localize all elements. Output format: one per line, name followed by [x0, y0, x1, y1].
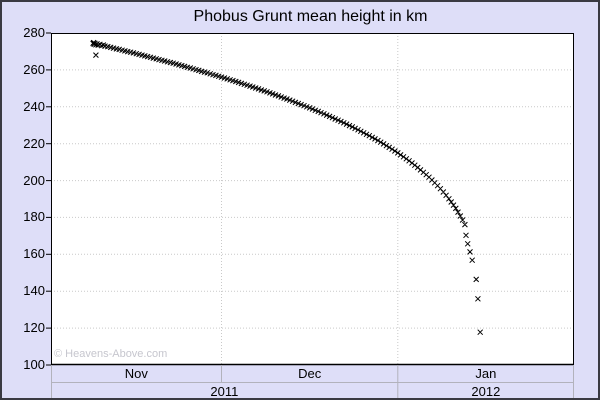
y-tick-label: 100	[23, 357, 45, 372]
x-axis-month-jan: Jan	[475, 366, 497, 381]
y-tick-label: 220	[23, 135, 45, 151]
x-axis-month-nov: Nov	[124, 366, 148, 381]
y-tick-label: 120	[23, 320, 45, 336]
page-title: Phobus Grunt mean height in km	[193, 8, 428, 25]
y-tick-label: 240	[23, 98, 45, 114]
y-tick-label: 200	[23, 172, 45, 188]
y-tick-label: 280	[23, 25, 45, 40]
watermark: © Heavens-Above.com	[54, 348, 168, 360]
x-axis-year-2011: 2011	[210, 384, 239, 399]
y-tick-label: 140	[23, 283, 45, 299]
y-tick-label: 180	[23, 209, 45, 225]
x-axis-month-dec: Dec	[298, 366, 322, 381]
y-tick-label: 160	[23, 246, 45, 262]
data-points	[90, 39, 484, 336]
x-axis-year-2012: 2012	[471, 384, 501, 399]
y-tick-label: 260	[23, 61, 45, 77]
